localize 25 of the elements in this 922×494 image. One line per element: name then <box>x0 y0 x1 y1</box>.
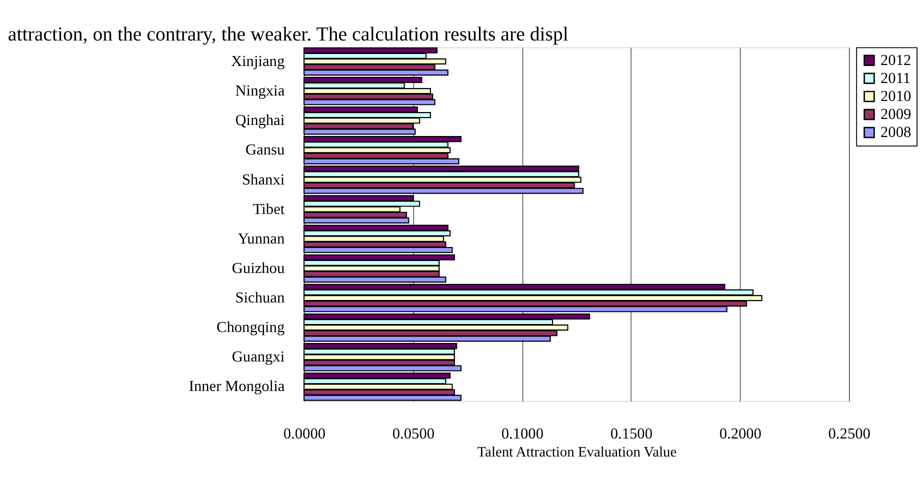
y-tick-label: Tibet <box>252 200 286 218</box>
x-tick-label: 0.0000 <box>283 425 326 442</box>
text: attraction, on the contrary, the weaker. The calculation results are displ <box>8 24 569 46</box>
y-tick-label: Yunnan <box>238 230 285 248</box>
y-tick-label: Gansu <box>245 142 285 159</box>
y-tick-label: Guizhou <box>232 260 285 277</box>
legend-label: 2008 <box>880 124 912 142</box>
x-tick-label: 0.2500 <box>828 425 871 442</box>
y-tick-label: Shanxi <box>242 171 285 188</box>
legend-label: 2010 <box>880 88 912 105</box>
y-tick-label: Qinghai <box>235 112 285 130</box>
y-tick-label: Guangxi <box>232 348 285 366</box>
legend-label: 2009 <box>880 106 912 124</box>
y-tick-label: Ningxia <box>235 82 285 100</box>
y-tick-label: Sichuan <box>235 290 285 307</box>
legend-label: 2012 <box>880 52 912 69</box>
x-tick-label: 0.2000 <box>719 425 762 442</box>
legend-label: 2011 <box>880 70 911 87</box>
y-tick-label: Chongqing <box>216 319 285 336</box>
x-tick-label: 0.1500 <box>610 425 653 442</box>
x-tick-label: 0.0500 <box>392 425 435 442</box>
y-tick-label: Xinjiang <box>230 52 285 70</box>
x-axis-title: Talent Attraction Evaluation Value <box>477 444 677 460</box>
y-tick-label: Inner Mongolia <box>188 378 285 396</box>
x-tick-label: 0.1000 <box>501 425 544 442</box>
